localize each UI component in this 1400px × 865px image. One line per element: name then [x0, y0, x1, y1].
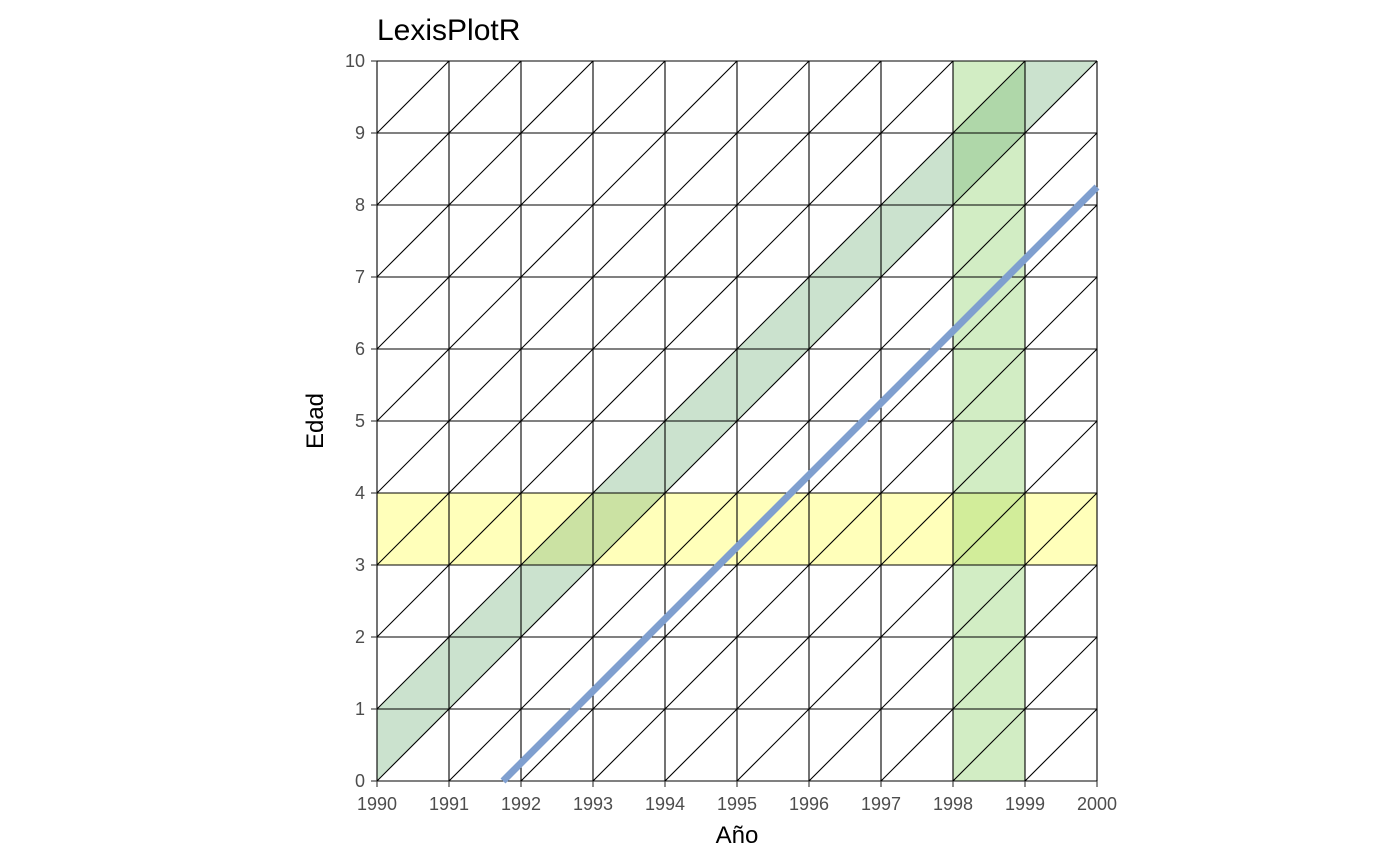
y-tick-label: 6: [355, 339, 365, 359]
grid-line-diagonal: [376, 60, 882, 566]
grid-line-diagonal: [376, 60, 666, 350]
x-tick-label: 1995: [717, 794, 757, 814]
grid-line-diagonal: [376, 60, 1098, 782]
y-tick-label: 1: [355, 699, 365, 719]
lexis-grid: [376, 60, 1098, 782]
x-tick-label: 1991: [429, 794, 469, 814]
grid-line-diagonal: [664, 348, 1098, 782]
grid-line-diagonal: [376, 60, 738, 422]
y-tick-label: 10: [345, 51, 365, 71]
x-tick-label: 1994: [645, 794, 685, 814]
grid-line-diagonal: [376, 60, 810, 494]
axes: 1990 1991 1992 1993 1994 1995 1996 1997 1998 1999…: [345, 51, 1117, 814]
x-tick-label: 1999: [1005, 794, 1045, 814]
x-tick-label: 1996: [789, 794, 829, 814]
grid-line-diagonal: [592, 276, 1098, 782]
x-tick-label: 2000: [1077, 794, 1117, 814]
grid-line-diagonal: [376, 60, 1026, 710]
x-axis-title: Año: [716, 822, 759, 849]
y-tick-label: 9: [355, 123, 365, 143]
x-tick-label: 1992: [501, 794, 541, 814]
grid-line-diagonal: [1024, 708, 1098, 782]
lifeline: [500, 184, 1100, 784]
grid-line-diagonal: [376, 60, 450, 134]
grid-line-diagonal: [448, 132, 1098, 782]
x-tick-label: 1990: [357, 794, 397, 814]
grid-line-diagonal: [376, 60, 594, 278]
grid-line-diagonal: [736, 420, 1098, 782]
y-tick-label: 8: [355, 195, 365, 215]
x-tick-label: 1998: [933, 794, 973, 814]
grid-line-diagonal: [376, 60, 522, 206]
y-tick-label: 2: [355, 627, 365, 647]
x-tick-label: 1993: [573, 794, 613, 814]
lifeline-layer: [500, 184, 1100, 784]
y-tick-label: 3: [355, 555, 365, 575]
y-tick-label: 5: [355, 411, 365, 431]
grid-line-diagonal: [952, 636, 1098, 782]
y-tick-label: 7: [355, 267, 365, 287]
y-tick-label: 4: [355, 483, 365, 503]
grid-line-diagonal: [520, 204, 1098, 782]
y-axis-title: Edad: [302, 393, 329, 449]
grid-line-diagonal: [880, 564, 1098, 782]
y-tick-label: 0: [355, 771, 365, 791]
x-tick-label: 1997: [861, 794, 901, 814]
grid-line-diagonal: [808, 492, 1098, 782]
grid-line-diagonal: [376, 60, 954, 638]
chart-title: LexisPlotR: [377, 14, 520, 47]
